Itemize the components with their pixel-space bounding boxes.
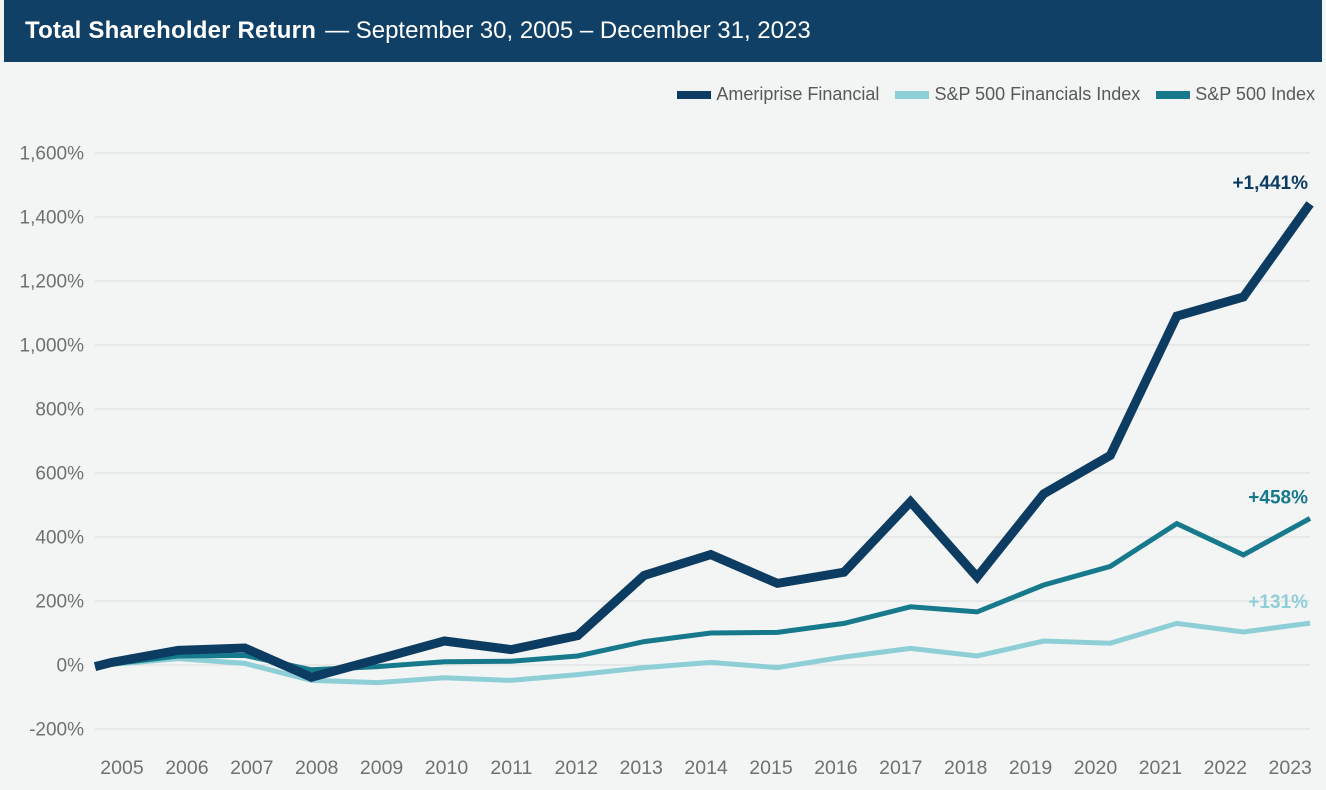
x-tick-label: 2018 bbox=[944, 757, 987, 779]
x-tick-label: 2021 bbox=[1139, 757, 1182, 779]
y-tick-label: 1,000% bbox=[20, 336, 85, 357]
x-tick-label: 2020 bbox=[1074, 757, 1118, 779]
legend-swatch-sp500-financials-icon bbox=[895, 90, 930, 99]
y-tick-label: 1,600% bbox=[20, 144, 85, 165]
legend-swatch-ameriprise-icon bbox=[677, 90, 712, 99]
x-tick-label: 2017 bbox=[879, 757, 922, 779]
end-label-ameriprise: +1,441% bbox=[1232, 173, 1308, 194]
y-tick-label: 600% bbox=[35, 464, 84, 485]
legend-label-sp500-financials: S&P 500 Financials Index bbox=[934, 84, 1141, 104]
x-tick-label: 2009 bbox=[360, 757, 403, 779]
y-tick-label: 400% bbox=[35, 528, 84, 549]
legend: Ameriprise Financial S&P 500 Financials … bbox=[677, 84, 1315, 105]
series-line-sp500 bbox=[94, 516, 1312, 673]
title-bar: Total Shareholder Return — September 30,… bbox=[4, 0, 1322, 62]
x-tick-label: 2019 bbox=[1009, 757, 1052, 779]
legend-swatch-sp500-icon bbox=[1156, 90, 1191, 99]
y-tick-label: 1,400% bbox=[20, 208, 85, 229]
x-tick-label: 2016 bbox=[814, 757, 857, 779]
x-tick-label: 2011 bbox=[490, 757, 532, 779]
y-tick-label: -200% bbox=[29, 720, 84, 741]
y-tick-label: 200% bbox=[35, 592, 84, 613]
legend-item-sp500: S&P 500 Index bbox=[1156, 84, 1315, 105]
x-tick-label: 2010 bbox=[425, 757, 469, 779]
x-tick-label: 2023 bbox=[1269, 757, 1312, 779]
x-tick-label: 2013 bbox=[620, 757, 663, 779]
legend-label-sp500: S&P 500 Index bbox=[1195, 84, 1315, 104]
series-line-ameriprise bbox=[93, 201, 1314, 682]
x-tick-label: 2014 bbox=[684, 757, 728, 779]
x-tick-label: 2007 bbox=[230, 757, 273, 779]
x-tick-label: 2015 bbox=[749, 757, 793, 779]
x-tick-label: 2022 bbox=[1204, 757, 1247, 779]
end-label-sp500: +458% bbox=[1248, 487, 1308, 508]
series-line-sp500-financials bbox=[94, 620, 1311, 686]
page-title: Total Shareholder Return bbox=[25, 17, 317, 44]
y-tick-label: 800% bbox=[35, 400, 84, 421]
end-label-sp500-financials: +131% bbox=[1248, 592, 1308, 613]
x-tick-label: 2006 bbox=[165, 757, 208, 779]
y-tick-label: 0% bbox=[57, 656, 85, 677]
y-tick-label: 1,200% bbox=[20, 272, 85, 293]
legend-item-sp500-financials: S&P 500 Financials Index bbox=[895, 84, 1140, 105]
legend-item-ameriprise: Ameriprise Financial bbox=[677, 84, 879, 105]
legend-label-ameriprise: Ameriprise Financial bbox=[716, 84, 880, 104]
x-tick-label: 2005 bbox=[100, 757, 144, 779]
x-tick-label: 2008 bbox=[295, 757, 338, 779]
page-title-date-range: — September 30, 2005 – December 31, 2023 bbox=[325, 17, 811, 44]
x-tick-label: 2012 bbox=[555, 757, 598, 779]
